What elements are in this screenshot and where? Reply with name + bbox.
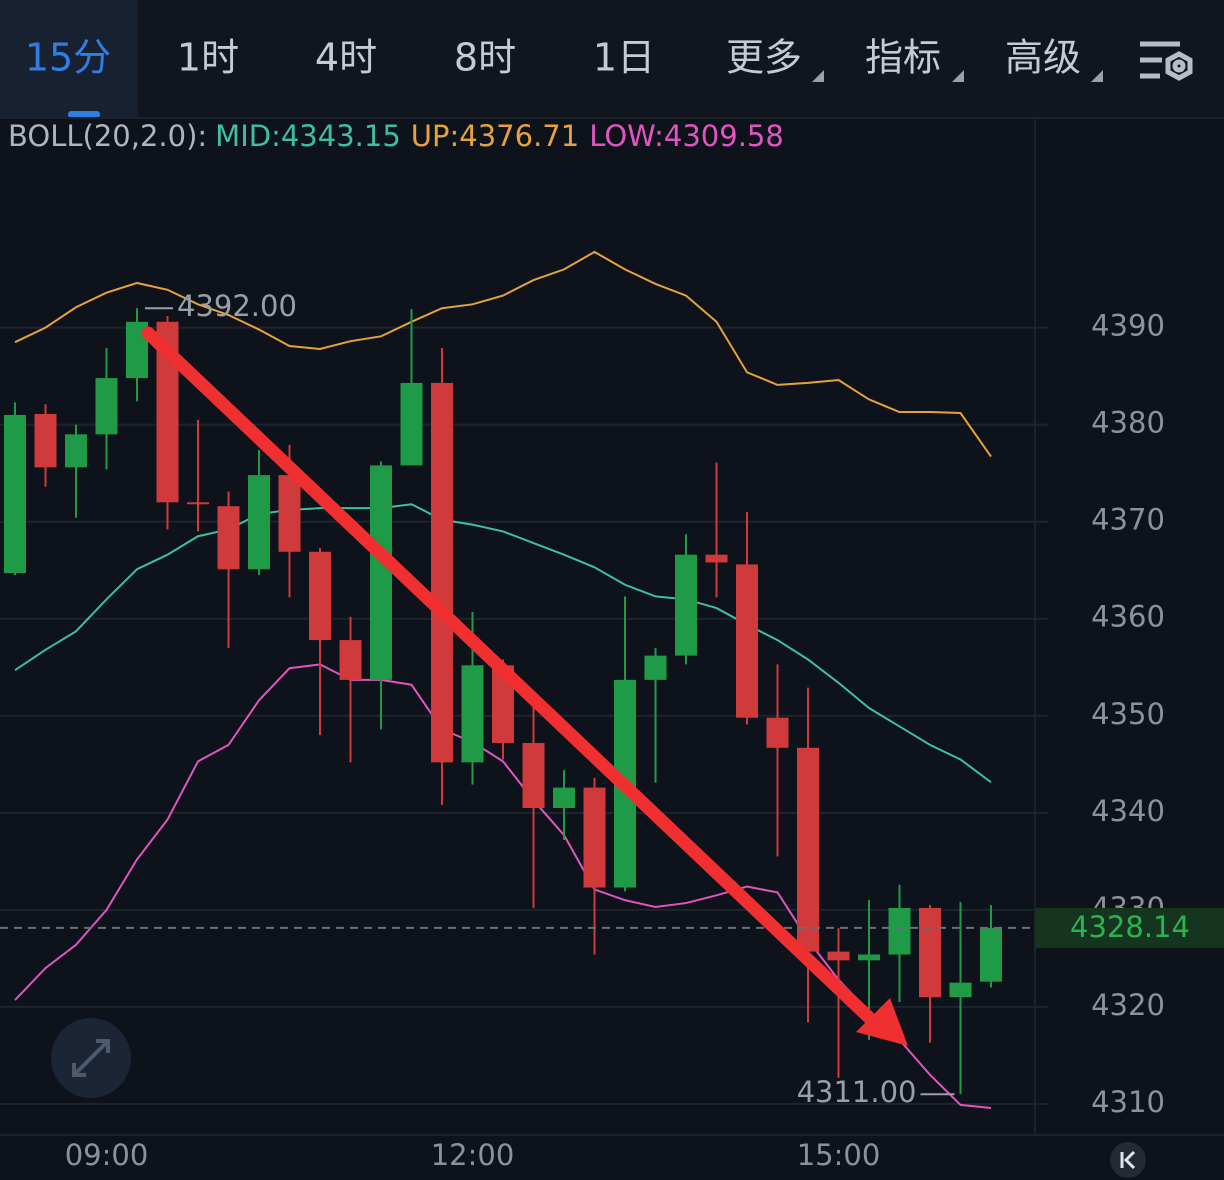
candle-body xyxy=(248,475,270,570)
candle-body xyxy=(827,951,850,961)
candle-body xyxy=(461,665,484,763)
candle-body xyxy=(278,475,301,552)
x-tick-label: 15:00 xyxy=(797,1138,881,1172)
active-tab-indicator xyxy=(68,111,100,118)
settings-icon[interactable] xyxy=(1140,41,1193,81)
candle-body xyxy=(95,378,118,435)
y-tick-label: 4340 xyxy=(1091,794,1165,828)
expand-button[interactable] xyxy=(51,1018,131,1098)
y-tick-label: 4310 xyxy=(1091,1085,1165,1119)
candle-body xyxy=(705,554,728,563)
jump-icon xyxy=(1120,1150,1136,1170)
candle-body xyxy=(187,502,209,505)
candle-body xyxy=(949,982,972,998)
candle-body xyxy=(400,382,423,466)
legend-entry: LOW:4309.58 xyxy=(589,119,784,153)
candle-body xyxy=(156,321,179,503)
x-tick-label: 09:00 xyxy=(65,1138,149,1172)
y-tick-label: 4350 xyxy=(1091,697,1165,731)
candle-body xyxy=(888,907,911,955)
y-tick-label: 4320 xyxy=(1091,988,1165,1022)
candle-body xyxy=(370,465,392,680)
last-price-label: 4328.14 xyxy=(1070,910,1190,944)
y-tick-label: 4380 xyxy=(1091,406,1165,440)
candle-body xyxy=(919,907,941,998)
indicator-label: BOLL(20,2.0): xyxy=(8,119,207,153)
candle-body xyxy=(4,414,26,574)
candle-body xyxy=(553,787,575,808)
candle-body xyxy=(766,717,789,748)
y-tick-label: 4390 xyxy=(1091,309,1165,343)
active-tab-bg xyxy=(0,0,138,118)
candle-body xyxy=(492,665,514,743)
tab[interactable]: 更多 xyxy=(726,36,802,80)
candle-body xyxy=(980,927,1002,982)
trend-arrow xyxy=(141,326,908,1046)
max-label: 4392.00 xyxy=(177,289,297,323)
icon-hex xyxy=(1165,51,1193,81)
candle-body xyxy=(34,413,57,468)
tab[interactable]: 高级 xyxy=(1005,36,1081,80)
min-label: 4311.00 xyxy=(797,1075,917,1109)
candle-body xyxy=(339,640,362,680)
legend-entry: UP:4376.71 xyxy=(411,119,579,153)
indicator-legend: BOLL(20,2.0): MID:4343.15 UP:4376.71 LOW:4… xyxy=(8,119,784,153)
tab[interactable]: 指标 xyxy=(865,36,941,80)
y-tick-label: 4360 xyxy=(1091,600,1165,634)
tab[interactable]: 1日 xyxy=(593,36,655,80)
arrow-head xyxy=(856,998,908,1046)
boll-line xyxy=(14,250,992,458)
last-price-bg xyxy=(1035,907,1224,948)
tab[interactable]: 15分 xyxy=(25,36,111,80)
candle-body xyxy=(217,506,240,570)
candle-body xyxy=(583,787,606,888)
tab[interactable]: 8时 xyxy=(454,36,516,80)
dropdown-mark xyxy=(952,70,964,82)
boll-line xyxy=(14,503,992,784)
x-tick-label: 12:00 xyxy=(431,1138,515,1172)
candle-body xyxy=(522,742,545,808)
candle-body xyxy=(431,382,453,763)
tab-bar xyxy=(0,0,1224,118)
arrow-shaft xyxy=(141,326,887,1035)
candle-body xyxy=(309,551,331,641)
expand-icon xyxy=(72,1039,110,1077)
legend-entry: MID:4343.15 xyxy=(215,119,401,153)
dropdown-mark xyxy=(812,70,824,82)
boll-line xyxy=(14,663,992,1110)
candle-body xyxy=(858,954,880,961)
dropdown-mark xyxy=(1091,70,1103,82)
plot: 43104320433043404350436043704380439009:0… xyxy=(0,250,1224,1172)
tab[interactable]: 1时 xyxy=(177,36,239,80)
tab-triangles xyxy=(812,70,1103,82)
candle-body xyxy=(736,564,758,718)
y-tick-label: 4370 xyxy=(1091,503,1165,537)
tab[interactable]: 4时 xyxy=(315,36,377,80)
candle-body xyxy=(675,554,697,656)
candle-body xyxy=(797,747,819,952)
icon-dot xyxy=(1172,59,1186,73)
jump-latest-button[interactable] xyxy=(1110,1142,1146,1178)
candle-body xyxy=(644,655,667,680)
candle-body xyxy=(65,434,87,468)
